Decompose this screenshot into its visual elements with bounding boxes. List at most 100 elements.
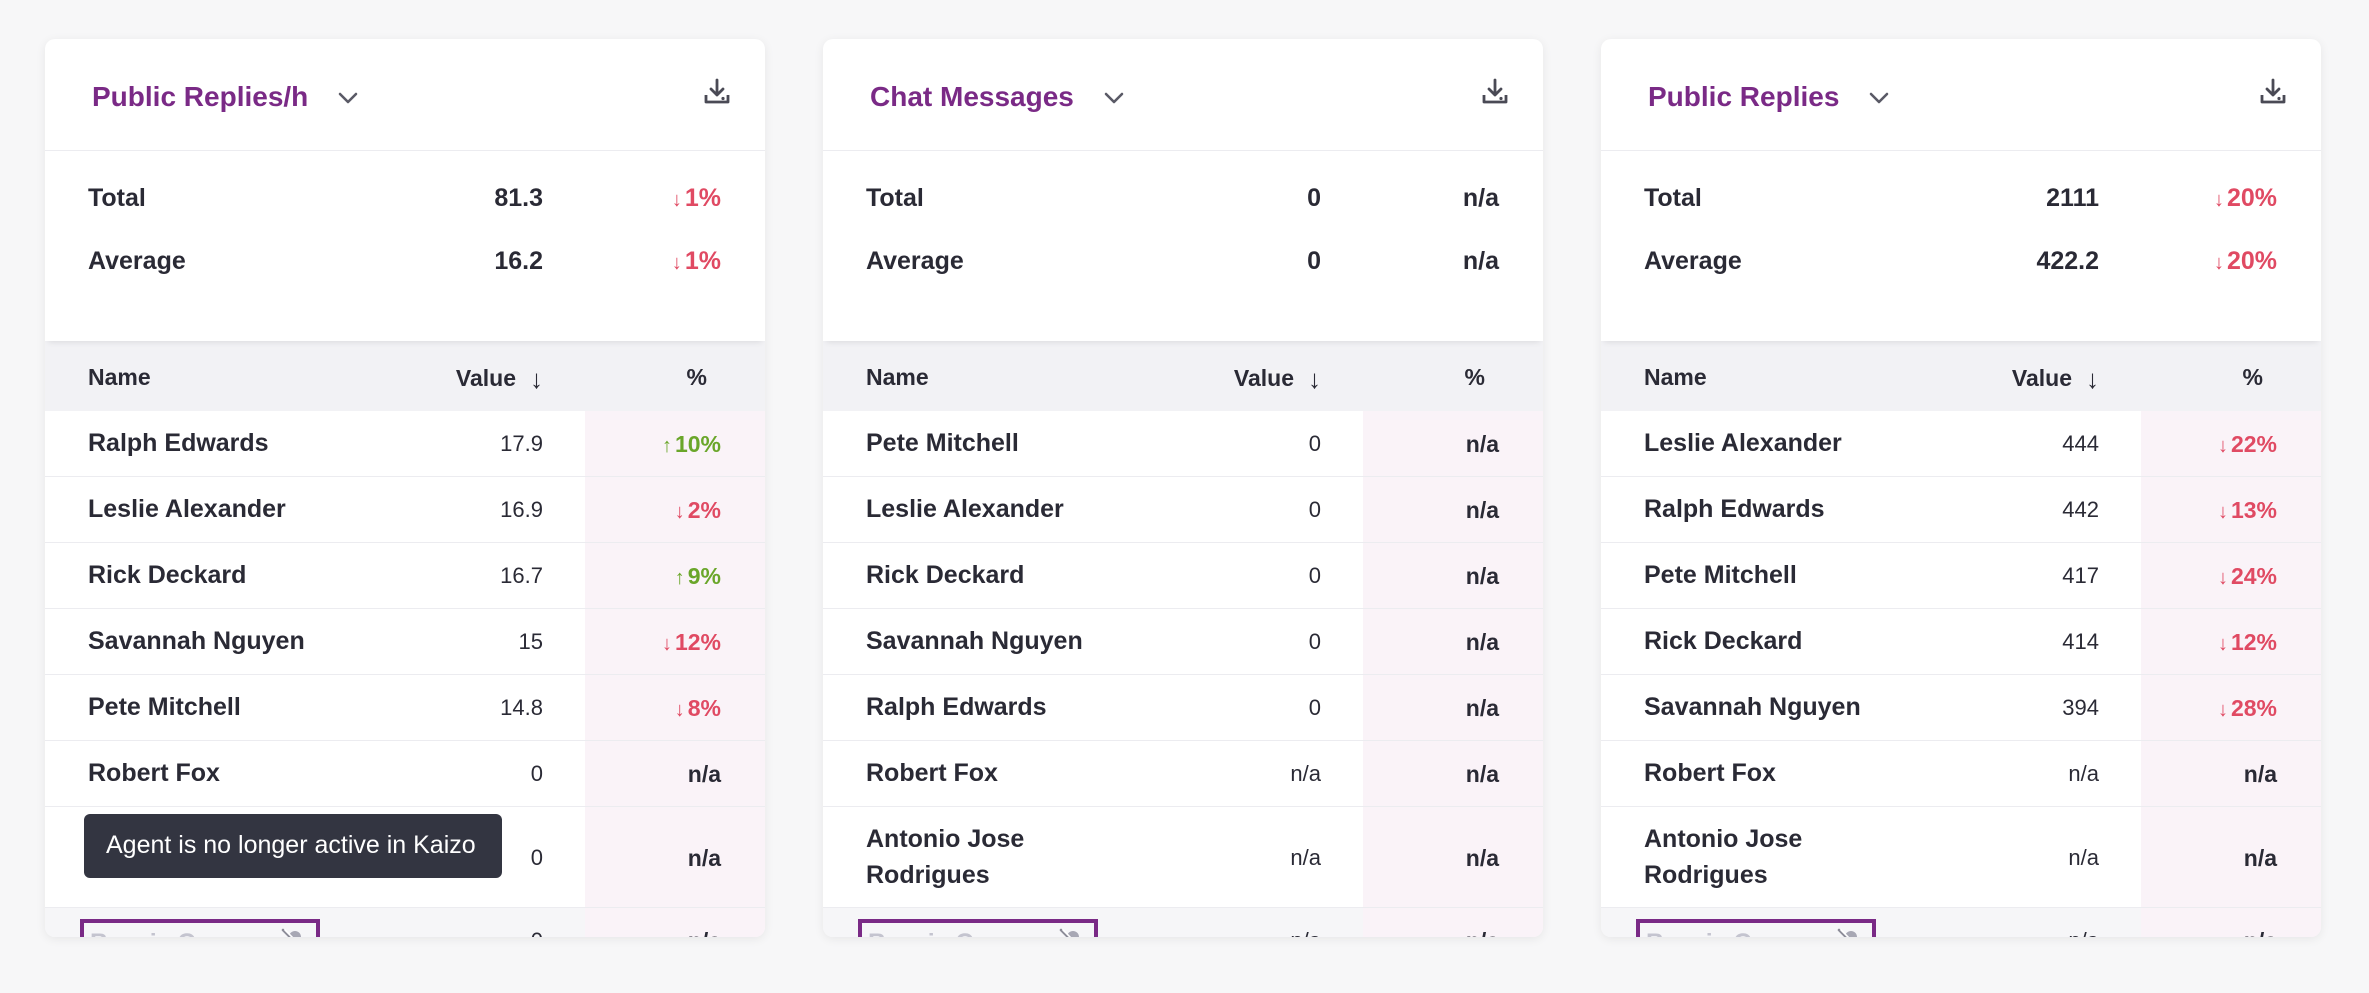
agent-name[interactable]: Rick Deckard [88, 561, 247, 589]
table-row[interactable]: Robert Fox 0 n/a [45, 741, 765, 807]
chevron-down-icon[interactable] [1869, 79, 1889, 111]
percent-cell-background [2141, 741, 2321, 806]
column-header-value-label: Value [1233, 365, 1294, 391]
agent-name[interactable]: Leslie Alexander [866, 495, 1064, 523]
agent-name[interactable]: Robert Fox [1644, 759, 1776, 787]
inactive-user-icon[interactable] [280, 928, 312, 937]
trend-arrow-icon: ↓ [674, 501, 685, 523]
agent-change: n/a [1466, 845, 1499, 872]
table-row[interactable]: Savannah Nguyen 0 n/a [823, 609, 1543, 675]
agent-value: 0 [1308, 563, 1321, 588]
agent-name[interactable]: Pete Mitchell [88, 693, 241, 721]
table-row[interactable]: Savannah Nguyen 15 ↓ 12% [45, 609, 765, 675]
download-icon[interactable] [703, 77, 731, 112]
column-header-percent[interactable]: % [1464, 364, 1485, 390]
agent-name[interactable]: Pete Mitchell [866, 429, 1019, 457]
table-row[interactable]: Rick Deckard 414 ↓ 12% [1601, 609, 2321, 675]
agent-name[interactable]: Bessie Cooper [1646, 929, 1821, 937]
chevron-down-icon[interactable] [1104, 79, 1124, 111]
agent-name[interactable]: Pete Mitchell [1644, 561, 1797, 589]
table-row[interactable]: Rick Deckard 16.7 ↑ 9% [45, 543, 765, 609]
inactive-agent-highlight[interactable]: Bessie Cooper [858, 919, 1098, 937]
metric-selector[interactable]: Public Replies [1648, 79, 1889, 113]
agent-name[interactable]: Rick Deckard [866, 561, 1025, 589]
agent-name[interactable]: Leslie Alexander [1644, 429, 1842, 457]
agent-change: ↑ 9% [675, 563, 721, 590]
agent-name[interactable]: Ralph Edwards [1644, 495, 1825, 523]
table-row[interactable]: Savannah Nguyen 394 ↓ 28% [1601, 675, 2321, 741]
percent-cell-background [1363, 477, 1543, 542]
agent-name[interactable]: Robert Fox [866, 759, 998, 787]
table-row[interactable]: Antonio Jose Rodrigues n/a n/a [823, 807, 1543, 908]
table-row-inactive-agent[interactable]: Bessie Cooper 0 n/a [45, 908, 765, 937]
inactive-user-icon[interactable] [1058, 928, 1090, 937]
table-row[interactable]: Ralph Edwards 17.9 ↑ 10% [45, 411, 765, 477]
agent-change-value: 24% [2230, 563, 2277, 589]
column-header-name[interactable]: Name [866, 364, 929, 390]
inactive-agent-highlight[interactable]: Bessie Cooper [1636, 919, 1876, 937]
agent-change: n/a [1466, 629, 1499, 656]
chevron-down-icon[interactable] [338, 79, 358, 111]
card-title: Public Replies/h [92, 81, 309, 112]
agent-name[interactable]: Savannah Nguyen [866, 627, 1083, 655]
inactive-agent-highlight[interactable]: Bessie Cooper [80, 919, 320, 937]
sort-descending-icon[interactable]: ↓ [1308, 364, 1321, 394]
table-row[interactable]: Leslie Alexander 16.9 ↓ 2% [45, 477, 765, 543]
table-row[interactable]: Antonio Jose Rodrigues n/a n/a [1601, 807, 2321, 908]
column-header-value[interactable]: Value ↓ [2012, 364, 2099, 395]
percent-cell-background [1363, 543, 1543, 608]
agent-name[interactable]: Savannah Nguyen [88, 627, 305, 655]
table-row-inactive-agent[interactable]: Bessie Cooper n/a n/a [1601, 908, 2321, 937]
table-row-inactive-agent[interactable]: Bessie Cooper n/a n/a [823, 908, 1543, 937]
sort-descending-icon[interactable]: ↓ [530, 364, 543, 394]
summary-average-row: Average 0 n/a [823, 241, 1543, 281]
agent-value: n/a [1290, 928, 1321, 937]
table-row[interactable]: Pete Mitchell 0 n/a [823, 411, 1543, 477]
agent-name[interactable]: Savannah Nguyen [1644, 693, 1861, 721]
summary-value: 422.2 [2036, 247, 2099, 275]
sort-descending-icon[interactable]: ↓ [2086, 364, 2099, 394]
table-row[interactable]: Pete Mitchell 14.8 ↓ 8% [45, 675, 765, 741]
trend-arrow-icon: ↓ [2213, 189, 2224, 211]
column-header-value[interactable]: Value ↓ [456, 364, 543, 395]
percent-cell-background [2141, 477, 2321, 542]
agent-name[interactable]: Leslie Alexander [88, 495, 286, 523]
agent-change-value: n/a [1465, 695, 1499, 721]
agent-name[interactable]: Robert Fox [88, 759, 220, 787]
column-header-name[interactable]: Name [1644, 364, 1707, 390]
column-header-percent[interactable]: % [686, 364, 707, 390]
trend-arrow-icon: ↓ [2213, 252, 2224, 274]
table-row[interactable]: Robert Fox n/a n/a [823, 741, 1543, 807]
table-row[interactable]: Ralph Edwards 0 n/a [823, 675, 1543, 741]
column-header-name[interactable]: Name [88, 364, 151, 390]
inactive-user-icon[interactable] [1836, 928, 1868, 937]
table-row[interactable]: Leslie Alexander 0 n/a [823, 477, 1543, 543]
agent-name[interactable]: Bessie Cooper [90, 929, 265, 937]
agent-change: ↑ 10% [662, 431, 721, 458]
table-row[interactable]: Rick Deckard 0 n/a [823, 543, 1543, 609]
agent-name[interactable]: Antonio Jose Rodrigues [1644, 825, 1803, 889]
metric-selector[interactable]: Chat Messages [870, 79, 1124, 113]
table-row[interactable]: Leslie Alexander 444 ↓ 22% [1601, 411, 2321, 477]
agent-value: 0 [531, 928, 543, 937]
column-header-percent[interactable]: % [2242, 364, 2263, 390]
table-row[interactable]: Pete Mitchell 417 ↓ 24% [1601, 543, 2321, 609]
percent-cell-background [1363, 609, 1543, 674]
agent-name[interactable]: Antonio Jose Rodrigues [866, 825, 1025, 889]
agent-change-value: n/a [1465, 563, 1499, 589]
agent-name[interactable]: Ralph Edwards [866, 693, 1047, 721]
percent-cell-background [585, 675, 765, 740]
agent-value: 14.8 [500, 695, 543, 720]
table-row[interactable]: Ralph Edwards 442 ↓ 13% [1601, 477, 2321, 543]
table-row[interactable]: Robert Fox n/a n/a [1601, 741, 2321, 807]
metric-selector[interactable]: Public Replies/h [92, 79, 358, 113]
column-header-value[interactable]: Value ↓ [1234, 364, 1321, 395]
agent-name[interactable]: Ralph Edwards [88, 429, 269, 457]
percent-cell-background [585, 609, 765, 674]
summary-change-value: n/a [1462, 247, 1499, 275]
trend-arrow-icon: ↓ [661, 633, 672, 655]
download-icon[interactable] [2259, 77, 2287, 112]
agent-name[interactable]: Bessie Cooper [868, 929, 1043, 937]
agent-name[interactable]: Rick Deckard [1644, 627, 1803, 655]
download-icon[interactable] [1481, 77, 1509, 112]
